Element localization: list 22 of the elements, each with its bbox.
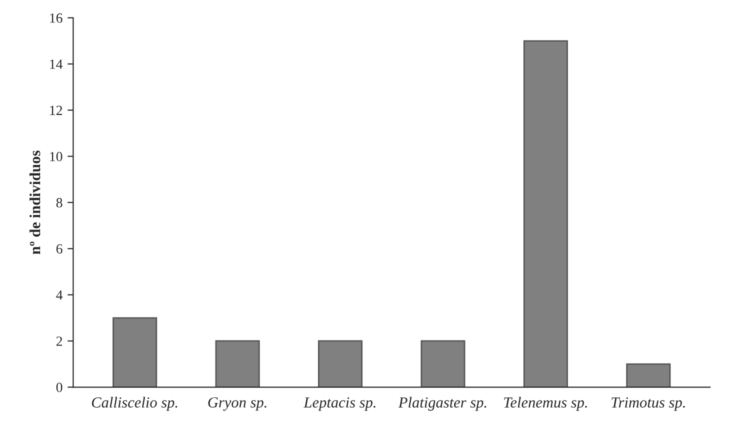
y-tick-label: 14 bbox=[50, 60, 63, 69]
y-tick-label: 8 bbox=[56, 198, 62, 208]
y-tick-label: 12 bbox=[50, 106, 62, 115]
bar bbox=[523, 40, 568, 388]
x-tick-label: Leptacis sp. bbox=[304, 397, 376, 411]
bar bbox=[112, 317, 158, 388]
bar bbox=[626, 363, 671, 388]
x-tick-label: Calliscelio sp. bbox=[92, 396, 178, 411]
x-tick-label: Platigaster sp. bbox=[398, 396, 486, 411]
y-tick-label: 6 bbox=[56, 244, 62, 254]
bar bbox=[215, 340, 260, 388]
y-tick-label: 0 bbox=[56, 382, 62, 392]
y-tick-label: 10 bbox=[50, 152, 62, 162]
x-tick-label: Trimotus sp. bbox=[612, 397, 685, 411]
y-tick-label: 16 bbox=[50, 13, 62, 23]
y-tick-label: 2 bbox=[56, 336, 62, 346]
y-axis-title: nº de individuos bbox=[29, 150, 40, 254]
bar bbox=[318, 340, 363, 388]
x-tick-label: Gryon sp. bbox=[208, 397, 266, 411]
x-tick-label: Telenemus sp. bbox=[504, 396, 587, 411]
bar bbox=[420, 340, 466, 388]
y-tick-label: 4 bbox=[56, 290, 63, 300]
